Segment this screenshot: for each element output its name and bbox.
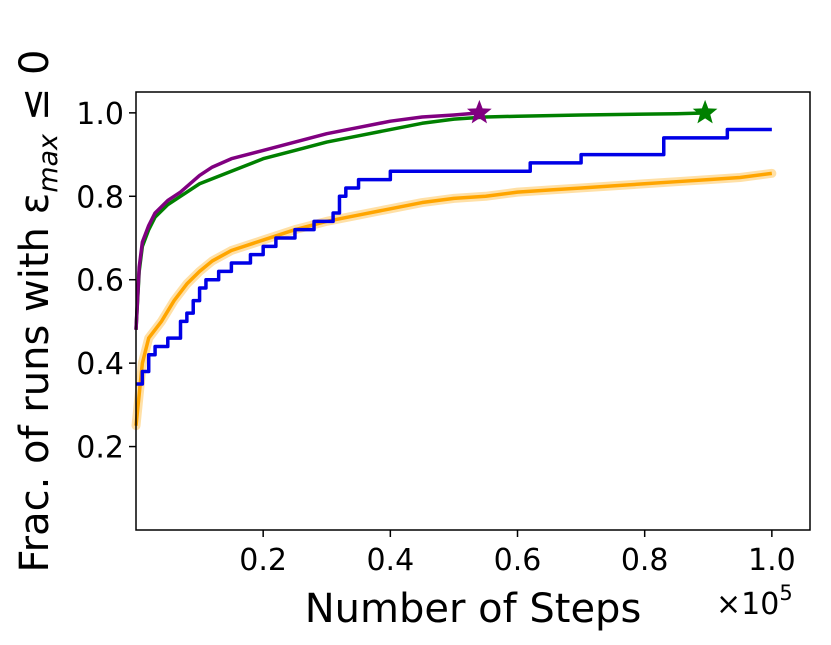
y-tick-label: 0.6 — [76, 264, 124, 299]
y-axis: 0.2 0.4 0.6 0.8 1.0 — [76, 97, 136, 466]
y-label-subscript: max — [33, 133, 64, 193]
y-axis-label: Frac. of runs with εmax ≤ 0 — [12, 50, 64, 573]
x-multiplier-base: ×10 — [716, 587, 779, 622]
y-tick-label: 1.0 — [76, 97, 124, 132]
marker-layer — [467, 99, 718, 124]
y-label-main: Frac. of runs with ε — [12, 193, 58, 573]
x-tick-label: 1.0 — [748, 543, 796, 578]
x-tick-label: 0.8 — [621, 543, 669, 578]
x-axis-label: Number of Steps — [305, 586, 642, 632]
x-multiplier-exponent: 5 — [779, 581, 792, 605]
y-tick-label: 0.8 — [76, 180, 124, 215]
star-marker-0 — [467, 99, 492, 124]
y-tick-label: 0.2 — [76, 431, 124, 466]
x-axis-multiplier: ×105 — [716, 581, 793, 622]
x-tick-label: 0.4 — [366, 543, 414, 578]
series-band-0 — [131, 168, 777, 431]
series-line-1 — [136, 127, 772, 386]
x-axis: 0.2 0.4 0.6 0.8 1.0 — [239, 530, 796, 578]
x-tick-label: 0.6 — [494, 543, 542, 578]
y-tick-label: 0.4 — [76, 347, 124, 382]
series-line-2 — [134, 111, 709, 330]
series-line-0 — [134, 171, 773, 426]
star-marker-1 — [692, 99, 718, 124]
y-label-suffix: ≤ 0 — [12, 50, 58, 134]
x-tick-label: 0.2 — [239, 543, 287, 578]
plot-frame — [135, 91, 811, 531]
series-line-3 — [134, 111, 480, 330]
series-layer — [131, 111, 777, 431]
